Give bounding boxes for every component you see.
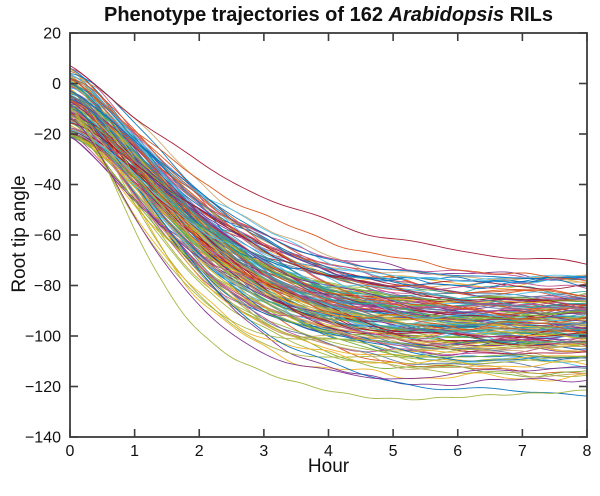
x-tick-label: 2 (195, 443, 204, 460)
tick-labels: 0 1 2 3 4 5 6 7 8 20 0 −20 −40 −60 −80 −100 −120 −140 (25, 26, 592, 461)
y-tick-label: −80 (34, 278, 61, 295)
y-tick-label: −140 (25, 430, 61, 447)
trajectory-line (70, 78, 587, 323)
x-tick-label: 3 (259, 443, 268, 460)
y-tick-label: −60 (34, 228, 61, 245)
trajectory-line (70, 132, 587, 339)
axes-box (69, 32, 588, 438)
trajectory-line (70, 99, 587, 333)
trajectory-line (70, 107, 587, 308)
x-tick-label: 8 (583, 443, 592, 460)
trajectory-line (70, 111, 587, 302)
trajectory-line (70, 129, 587, 346)
trajectory-line (70, 68, 587, 341)
y-tick-label: 0 (52, 76, 61, 93)
trajectory-line (70, 87, 587, 382)
chart-title-italic: Arabidopsis (388, 4, 505, 26)
trajectory-line (70, 107, 587, 311)
tick-marks (69, 32, 588, 438)
trajectory-line (70, 132, 587, 313)
x-tick-label: 7 (518, 443, 527, 460)
trajectory-line (70, 106, 587, 350)
y-tick-label: −40 (34, 177, 61, 194)
trajectory-line (70, 109, 587, 368)
chart-title: Phenotype trajectories of 162 Arabidopsi… (70, 4, 587, 27)
trajectory-line (70, 110, 587, 345)
trajectory-line (70, 135, 587, 328)
trajectory-line (70, 80, 587, 343)
chart-title-prefix: Phenotype trajectories of 162 (103, 4, 389, 26)
trajectory-line (70, 78, 587, 335)
trajectory-line (70, 84, 587, 357)
trajectory-line (70, 130, 587, 325)
trajectory-line (70, 104, 587, 397)
y-tick-label: −120 (25, 379, 61, 396)
y-axis-label: Root tip angle (9, 175, 30, 293)
trajectory-line (70, 127, 587, 333)
chart-title-suffix: RILs (504, 4, 554, 26)
x-tick-label: 6 (453, 443, 462, 460)
y-tick-label: 20 (43, 26, 61, 43)
y-tick-label: −20 (34, 127, 61, 144)
trajectory-line (70, 135, 587, 358)
trajectory-line (70, 104, 587, 365)
trajectory-line (70, 118, 587, 380)
trajectory-line (70, 72, 587, 287)
trajectory-line (70, 115, 587, 350)
trajectory-line (70, 122, 587, 306)
trajectory-line (70, 129, 587, 300)
x-tick-label: 0 (66, 443, 75, 460)
trajectory-line (70, 129, 587, 330)
x-tick-label: 1 (130, 443, 139, 460)
x-tick-label: 5 (389, 443, 398, 460)
trajectory-line (70, 90, 587, 360)
trajectory-line (70, 101, 587, 322)
trajectory-line (70, 113, 587, 315)
trajectory-line (70, 133, 587, 305)
trajectory-line (70, 76, 587, 288)
trajectory-line (70, 97, 587, 331)
trajectory-line (70, 87, 587, 281)
trajectory-line (70, 73, 587, 322)
trajectory-line (70, 130, 587, 345)
trajectory-line (70, 78, 587, 282)
y-tick-label: −100 (25, 329, 61, 346)
trajectory-line (70, 110, 587, 362)
trajectory-line (70, 90, 587, 280)
trajectory-line (70, 106, 587, 355)
trajectory-lines (70, 65, 587, 401)
trajectory-line (70, 120, 587, 378)
trajectory-line (70, 120, 587, 378)
x-tick-label: 4 (324, 443, 333, 460)
trajectory-line (70, 135, 587, 321)
trajectory-line (70, 65, 587, 265)
trajectory-line (70, 108, 587, 401)
x-axis-label: Hour (307, 456, 350, 477)
